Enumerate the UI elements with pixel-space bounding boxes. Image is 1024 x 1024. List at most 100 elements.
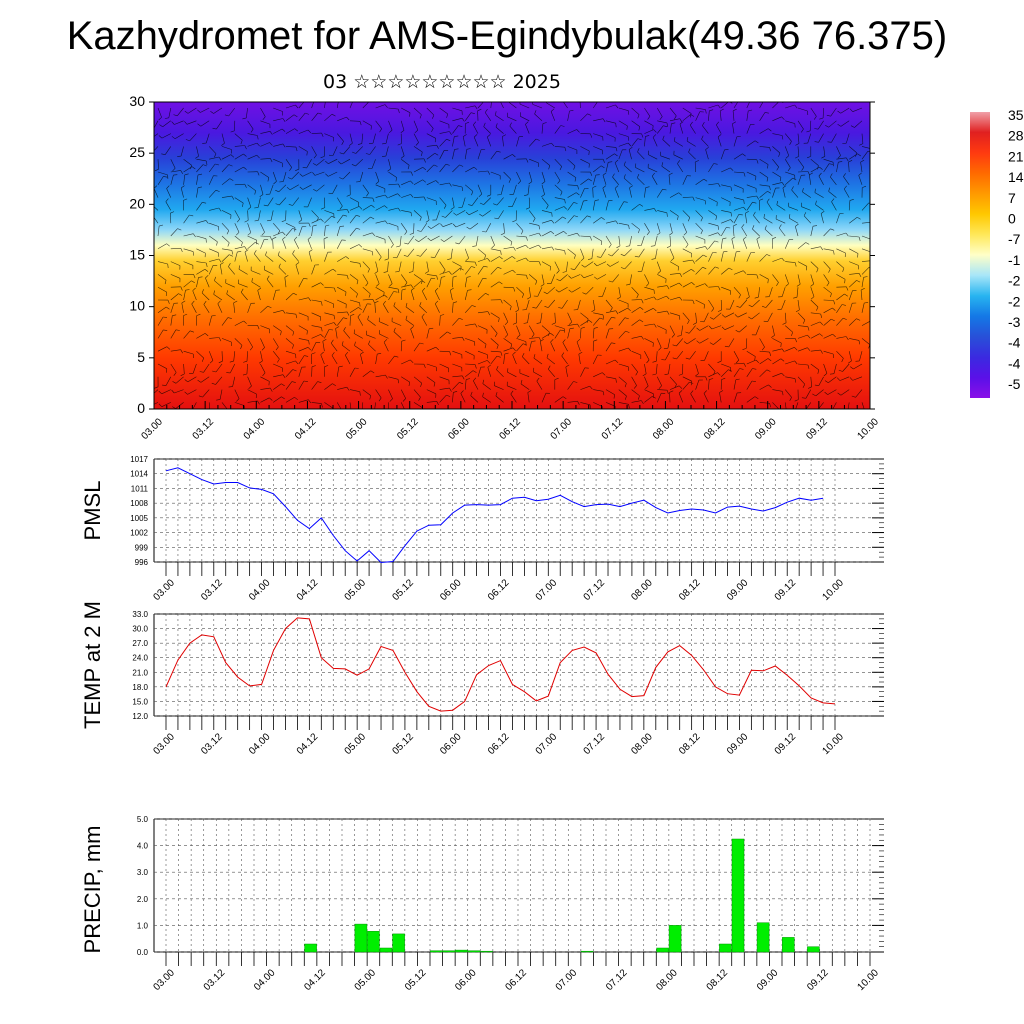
x-tick-label: 05.12 <box>390 731 416 757</box>
wind-barb-flag <box>256 154 260 159</box>
wind-barb <box>273 128 283 134</box>
wind-barb-flag <box>227 317 232 319</box>
wind-barb <box>260 131 271 134</box>
wind-barb-flag <box>743 236 747 240</box>
wind-barb <box>375 235 386 240</box>
wind-barb <box>708 299 715 309</box>
wind-barb-flag <box>320 351 324 355</box>
wind-barb-flag <box>213 290 215 295</box>
wind-barb <box>580 215 588 224</box>
wind-barb <box>183 233 194 237</box>
wind-barb-flag <box>229 254 233 257</box>
wind-barb-flag <box>403 411 406 414</box>
wind-barb-flag <box>497 194 502 196</box>
wind-barb <box>247 142 258 147</box>
wind-barb-flag <box>349 143 353 146</box>
wind-barb-flag <box>470 391 473 396</box>
wind-barb-flag <box>755 359 760 364</box>
wind-barb <box>196 235 207 239</box>
wind-barb <box>180 146 184 157</box>
wind-barb-flag <box>338 161 342 165</box>
wind-barb <box>311 312 321 318</box>
wind-barb <box>657 310 668 314</box>
wind-barb <box>669 118 680 122</box>
colorbar-label: -7 <box>1008 231 1021 247</box>
wind-barb-flag <box>812 225 818 227</box>
wind-barb-flag <box>562 396 567 400</box>
wind-barb <box>337 286 347 293</box>
wind-barb <box>759 350 770 353</box>
wind-barb <box>660 155 671 160</box>
wind-barb-flag <box>748 316 752 320</box>
wind-barb <box>349 120 361 122</box>
wind-barb <box>209 258 219 262</box>
wind-barb-flag <box>358 244 363 248</box>
wind-barb-flag <box>568 289 572 293</box>
wind-barb <box>383 342 389 352</box>
wind-barb-flag <box>829 163 834 165</box>
wind-barb <box>215 363 223 373</box>
wind-barb-flag <box>161 153 166 155</box>
wind-barb-flag <box>523 322 528 324</box>
wind-barb <box>413 376 422 384</box>
wind-barb <box>605 162 609 173</box>
wind-barb <box>554 197 565 200</box>
wind-barb-flag <box>236 398 240 402</box>
wind-barb-flag <box>730 212 732 217</box>
wind-barb <box>592 102 598 109</box>
wind-barb <box>848 351 852 361</box>
wind-barb <box>362 197 373 199</box>
wind-barb-flag <box>257 287 262 291</box>
wind-barb-flag <box>625 330 630 333</box>
wind-barb <box>221 154 232 160</box>
x-tick-label: 08.00 <box>629 731 655 757</box>
wind-barb-flag <box>398 109 400 114</box>
x-tick-label: 07.12 <box>604 967 630 993</box>
wind-barb <box>482 210 491 217</box>
wind-barb-flag <box>158 403 163 407</box>
wind-barb <box>324 268 334 275</box>
wind-barb <box>759 338 765 348</box>
wind-barb <box>669 235 671 247</box>
wind-barb <box>490 235 495 246</box>
wind-barb <box>385 133 389 144</box>
wind-barb <box>452 277 454 288</box>
wind-barb <box>490 325 498 334</box>
wind-barb <box>823 261 831 270</box>
wind-barb <box>682 312 690 321</box>
wind-barb-flag <box>833 300 836 305</box>
wind-barb <box>629 235 632 246</box>
wind-barb <box>464 149 468 160</box>
wind-barb <box>328 158 338 164</box>
wind-barb <box>349 228 357 237</box>
wind-barb <box>375 205 385 211</box>
wind-barb <box>477 367 482 377</box>
wind-barb-flag <box>743 206 747 211</box>
wind-barb <box>541 210 552 214</box>
wind-barb-flag <box>284 275 289 278</box>
x-tick-label: 04.12 <box>293 416 319 442</box>
wind-barb-flag <box>419 114 422 119</box>
wind-barb-flag <box>807 334 811 339</box>
wind-barb-flag <box>794 262 797 267</box>
wind-barb <box>861 302 865 313</box>
wind-barb-flag <box>666 122 668 127</box>
wind-barb <box>426 164 435 173</box>
precip-bar <box>367 931 380 953</box>
wind-barb <box>618 317 626 326</box>
wind-barb <box>244 251 248 262</box>
wind-barb-flag <box>756 195 759 200</box>
wind-barb-flag <box>465 211 470 216</box>
wind-barb <box>669 376 677 385</box>
wind-barb <box>548 369 556 377</box>
wind-barb <box>746 140 756 147</box>
y-tick-label: 1005 <box>130 514 148 523</box>
wind-barb-flag <box>462 375 465 380</box>
wind-barb <box>584 261 594 268</box>
wind-barb <box>465 184 473 192</box>
wind-barb <box>785 347 795 352</box>
wind-barb-flag <box>240 345 243 350</box>
wind-barb <box>746 338 748 349</box>
wind-barb <box>746 287 750 297</box>
wind-barb-flag <box>591 309 596 313</box>
